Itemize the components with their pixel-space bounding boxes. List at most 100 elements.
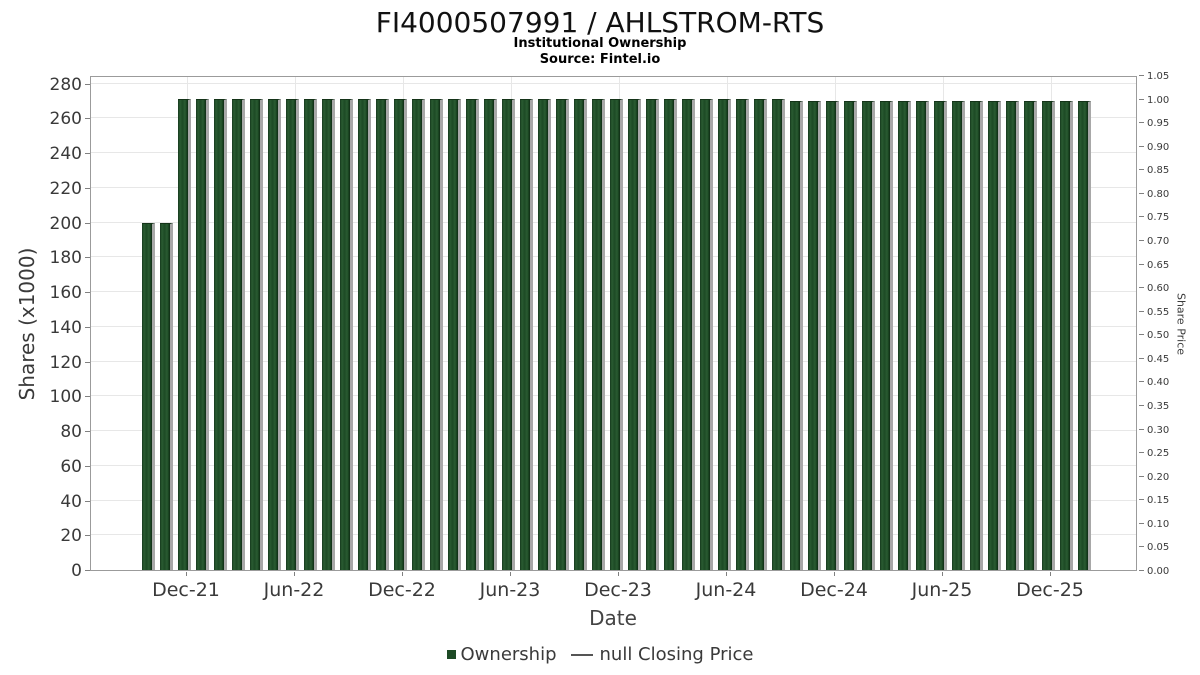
- y-axis-tick-label-right: 0.55: [1147, 306, 1170, 318]
- ownership-bar[interactable]: [430, 99, 443, 570]
- ownership-bar[interactable]: [160, 222, 173, 570]
- ownership-bar[interactable]: [340, 99, 353, 570]
- ownership-bar[interactable]: [232, 99, 245, 570]
- ownership-bar[interactable]: [772, 99, 785, 570]
- y-axis-tick-label-left: 0: [71, 561, 82, 581]
- x-axis-tick-label: Dec-22: [368, 579, 436, 601]
- ownership-bar[interactable]: [664, 99, 677, 570]
- x-axis-tick-label: Dec-25: [1016, 579, 1084, 601]
- y-axis-tick-right: [1139, 475, 1144, 477]
- ownership-bar[interactable]: [466, 99, 479, 570]
- ownership-bar[interactable]: [592, 99, 605, 570]
- ownership-bar[interactable]: [196, 99, 209, 570]
- y-axis-tick-right: [1139, 357, 1144, 359]
- ownership-bar[interactable]: [1078, 101, 1091, 570]
- ownership-bar[interactable]: [952, 101, 965, 570]
- ownership-bar[interactable]: [214, 99, 227, 570]
- y-axis-tick-left: [85, 500, 90, 502]
- ownership-bar[interactable]: [538, 99, 551, 570]
- ownership-bar[interactable]: [718, 99, 731, 570]
- ownership-bar[interactable]: [322, 99, 335, 570]
- y-axis-tick-label-right: 0.20: [1147, 471, 1170, 483]
- y-axis-tick-label-left: 280: [49, 74, 82, 95]
- ownership-bar[interactable]: [178, 99, 191, 570]
- legend-item-closing-price[interactable]: null Closing Price: [557, 644, 754, 665]
- y-axis-tick-right: [1139, 405, 1144, 406]
- ownership-bar[interactable]: [610, 99, 623, 570]
- ownership-bar[interactable]: [628, 99, 641, 570]
- ownership-bar[interactable]: [970, 101, 983, 570]
- y-axis-tick-right: [1139, 381, 1144, 383]
- ownership-bar[interactable]: [268, 99, 281, 570]
- ownership-bar[interactable]: [880, 101, 893, 570]
- y-axis-tick-left: [85, 570, 90, 571]
- y-axis-tick-label-right: 0.05: [1147, 542, 1170, 554]
- y-axis-tick-label-left: 80: [60, 422, 82, 443]
- y-axis-tick-left: [85, 326, 90, 328]
- y-axis-tick-right: [1139, 570, 1144, 571]
- ownership-bar[interactable]: [448, 99, 461, 570]
- closing-price-line-icon: [570, 653, 593, 656]
- y-axis-tick-right: [1139, 169, 1144, 171]
- ownership-bar[interactable]: [502, 99, 515, 570]
- ownership-bar[interactable]: [574, 99, 587, 570]
- ownership-bar[interactable]: [682, 99, 695, 570]
- ownership-bar[interactable]: [1042, 101, 1055, 570]
- h-gridline: [91, 82, 1136, 84]
- ownership-bar[interactable]: [376, 99, 389, 570]
- ownership-bar[interactable]: [304, 99, 317, 570]
- ownership-bar[interactable]: [844, 101, 857, 570]
- ownership-bar[interactable]: [412, 99, 425, 570]
- y-axis-tick-label-left: 200: [49, 213, 82, 234]
- y-axis-tick-label-right: 0.80: [1147, 188, 1170, 200]
- y-axis-tick-right: [1139, 122, 1144, 124]
- ownership-bar[interactable]: [286, 99, 299, 570]
- ownership-bar[interactable]: [358, 99, 371, 570]
- y-axis-tick-label-right: 0.75: [1147, 212, 1170, 224]
- y-axis-tick-label-left: 240: [49, 144, 82, 165]
- ownership-bar[interactable]: [826, 101, 839, 570]
- x-axis-title: Date: [589, 606, 637, 630]
- ownership-bar[interactable]: [862, 101, 875, 570]
- y-axis-tick-right: [1139, 263, 1144, 265]
- x-axis-tick: [186, 572, 187, 576]
- ownership-bar[interactable]: [142, 222, 155, 570]
- ownership-bar[interactable]: [520, 99, 533, 570]
- ownership-bar[interactable]: [1060, 101, 1073, 570]
- chart-subtitle: Institutional Ownership: [513, 36, 687, 51]
- ownership-bar[interactable]: [934, 101, 947, 570]
- y-axis-tick-left: [85, 361, 90, 363]
- x-axis-tick: [510, 572, 511, 576]
- y-axis-tick-label-left: 160: [49, 283, 82, 304]
- ownership-bar[interactable]: [484, 99, 497, 570]
- ownership-bar[interactable]: [394, 99, 407, 570]
- y-axis-tick-right: [1139, 452, 1144, 454]
- y-axis-tick-label-right: 0.45: [1147, 353, 1170, 365]
- x-axis-tick: [942, 572, 943, 576]
- y-axis-tick-left: [85, 396, 90, 398]
- y-axis-tick-label-right: 0.35: [1147, 401, 1170, 412]
- ownership-bar[interactable]: [556, 99, 569, 570]
- ownership-bar[interactable]: [1006, 101, 1019, 570]
- ownership-bar[interactable]: [736, 99, 749, 570]
- ownership-bar[interactable]: [988, 101, 1001, 570]
- ownership-bar[interactable]: [646, 99, 659, 570]
- ownership-bar[interactable]: [1024, 101, 1037, 570]
- ownership-bar[interactable]: [790, 101, 803, 570]
- y-axis-tick-label-right: 0.85: [1147, 165, 1170, 177]
- ownership-bar[interactable]: [916, 101, 929, 570]
- ownership-bar[interactable]: [898, 101, 911, 570]
- ownership-bar[interactable]: [808, 101, 821, 570]
- y-axis-tick-label-right: 0.90: [1147, 141, 1170, 153]
- x-axis-tick-label: Dec-21: [152, 579, 220, 601]
- y-axis-tick-label-right: 0.70: [1147, 236, 1170, 247]
- ownership-bar[interactable]: [700, 99, 713, 570]
- x-axis-tick: [726, 572, 727, 576]
- legend-item-ownership[interactable]: Ownership: [446, 644, 557, 665]
- legend-closing-price-label: null Closing Price: [599, 644, 754, 665]
- y-axis-tick-label-right: 1.00: [1147, 94, 1170, 106]
- y-axis-tick-left: [85, 118, 90, 120]
- ownership-bar[interactable]: [250, 99, 263, 570]
- x-axis-tick: [1050, 572, 1051, 576]
- ownership-bar[interactable]: [754, 99, 767, 570]
